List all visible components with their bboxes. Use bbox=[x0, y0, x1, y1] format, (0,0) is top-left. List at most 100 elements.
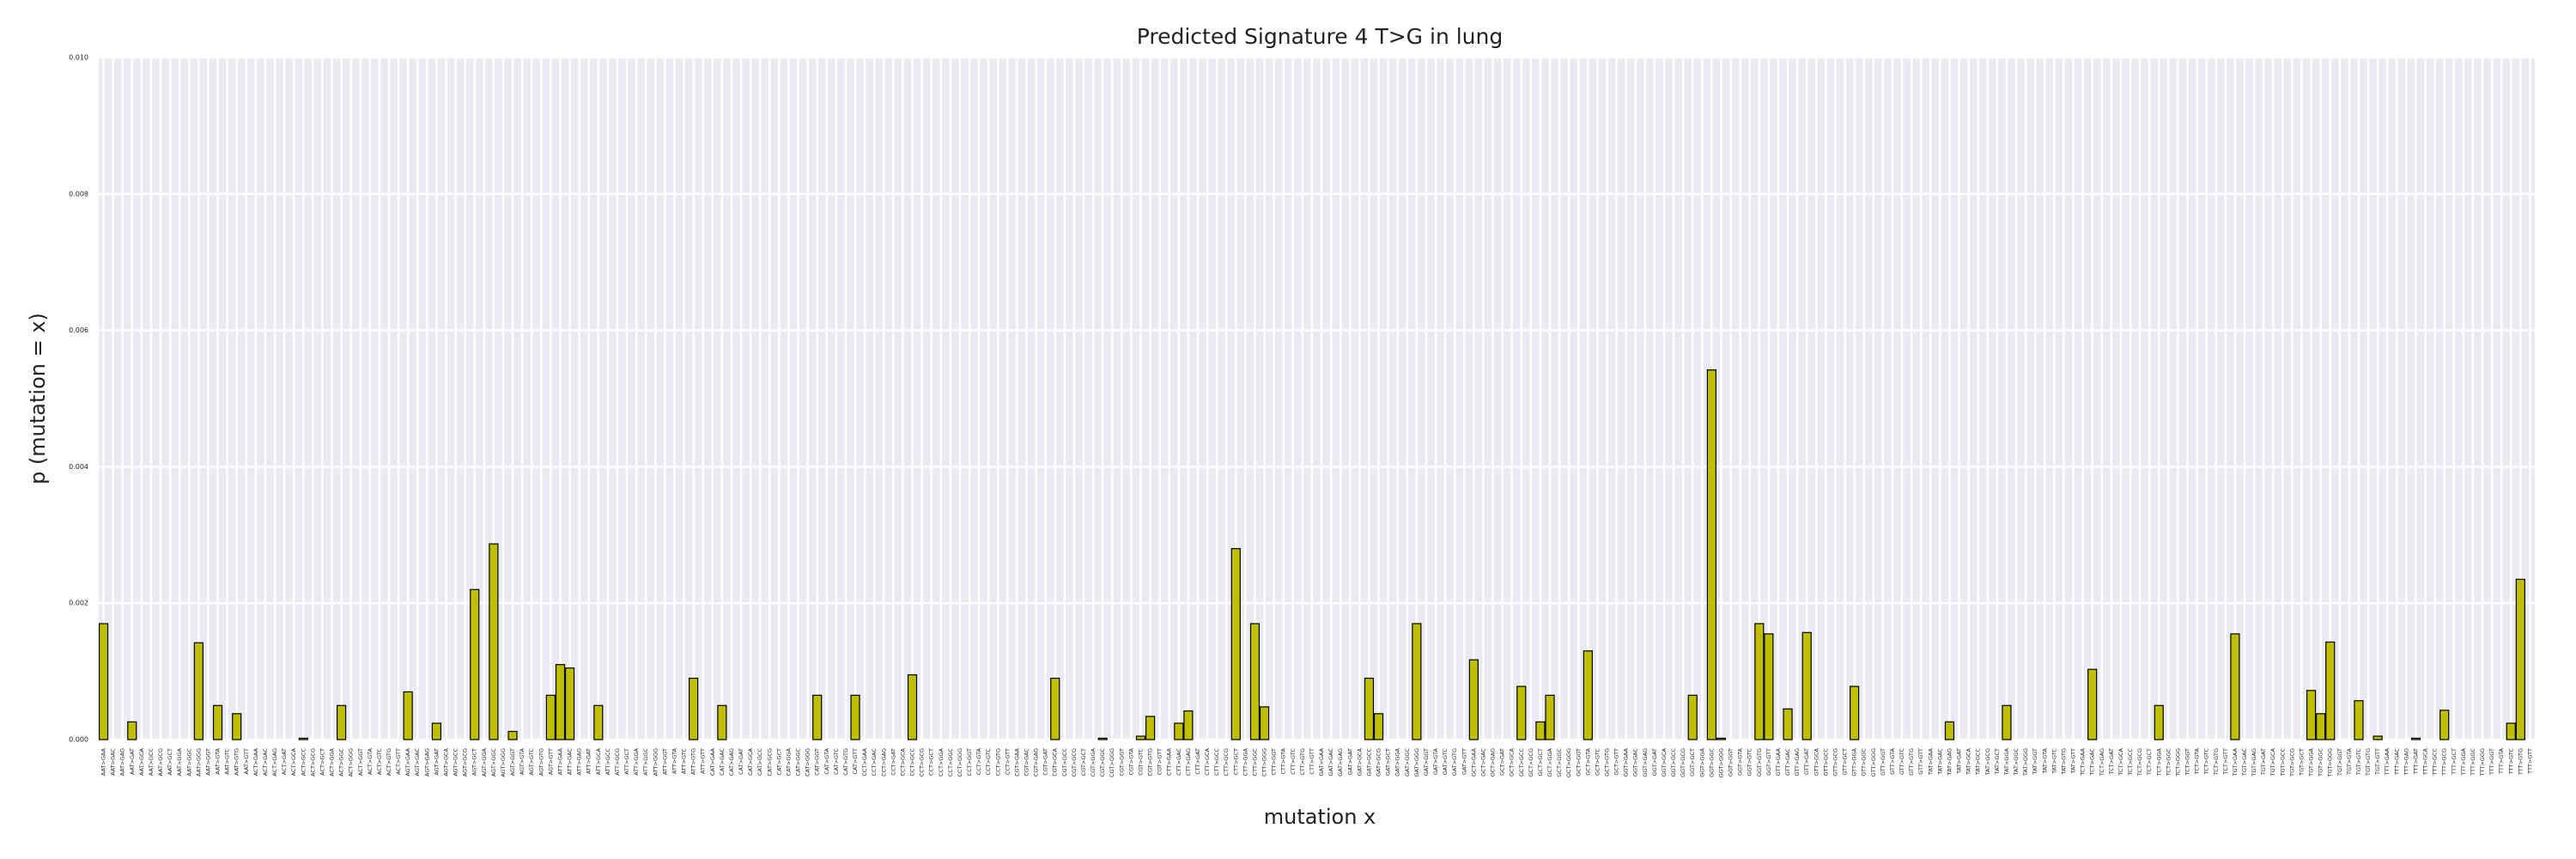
x-tick-label: GCT>GCT bbox=[1537, 748, 1544, 777]
bar bbox=[193, 642, 204, 740]
x-tick-label: TAT>GCC bbox=[1975, 748, 1982, 776]
x-tick-label: TTT>GGT bbox=[2488, 748, 2495, 776]
y-tick-label: 0.000 bbox=[69, 736, 88, 744]
x-tick-label: GAT>GCT bbox=[1385, 748, 1392, 776]
chart-title: Predicted Signature 4 T>G in lung bbox=[1137, 24, 1504, 49]
x-tick-label: ACT>GAC bbox=[262, 748, 269, 777]
x-tick-label: CGT>GCT bbox=[1080, 748, 1087, 776]
x-tick-label: TCT>GAC bbox=[2089, 748, 2096, 777]
bar bbox=[1373, 713, 1384, 740]
x-tick-label: GCT>GGT bbox=[1575, 748, 1582, 777]
x-tick-label: ACT>GGG bbox=[348, 748, 355, 777]
x-tick-label: GTT>GAA bbox=[1775, 747, 1782, 776]
x-tick-label: ATT>GGT bbox=[661, 748, 668, 775]
x-tick-label: GGT>GGG bbox=[1717, 748, 1724, 777]
x-tick-label: GGT>GTC bbox=[1747, 748, 1753, 777]
x-tick-label: GTT>GCG bbox=[1832, 748, 1838, 777]
x-tick-label: ACT>GGA bbox=[329, 747, 336, 776]
bar bbox=[431, 722, 441, 740]
x-tick-label: CCT>GTT bbox=[1004, 748, 1011, 775]
x-tick-label: CCT>GCG bbox=[919, 748, 926, 777]
x-tick-label: TCT>GTG bbox=[2213, 748, 2220, 776]
bar bbox=[1230, 548, 1241, 740]
x-tick-label: GGT>GCC bbox=[1670, 748, 1677, 777]
bar bbox=[1801, 631, 1812, 740]
x-tick-label: ATT>GAG bbox=[576, 748, 583, 776]
x-tick-label: GAT>GGA bbox=[1394, 747, 1401, 776]
x-tick-label: AAT>GGT bbox=[204, 748, 211, 776]
x-tick-label: AAT>GAG bbox=[119, 748, 126, 776]
x-tick-label: CGT>GTA bbox=[1127, 747, 1134, 775]
bar bbox=[1183, 710, 1194, 740]
x-tick-label: CCT>GGA bbox=[938, 747, 945, 777]
x-tick-label: TCT>GAA bbox=[2080, 747, 2087, 776]
x-tick-label: ATT>GTG bbox=[690, 748, 697, 775]
x-tick-label: ACT>GTA bbox=[367, 747, 374, 775]
x-tick-label: GAT>GGT bbox=[1423, 748, 1430, 776]
x-tick-label: ATT>GCG bbox=[614, 748, 621, 776]
x-tick-label: AAT>GCT bbox=[167, 748, 173, 776]
x-tick-label: CAT>GCT bbox=[775, 748, 782, 775]
x-tick-label: GGT>GTT bbox=[1765, 748, 1772, 776]
x-tick-label: CTT>GCT bbox=[1232, 748, 1239, 775]
x-tick-label: TAT>GTT bbox=[2070, 748, 2077, 774]
x-tick-label: GGT>GGA bbox=[1698, 747, 1705, 777]
bar bbox=[1783, 708, 1793, 740]
x-tick-label: AAT>GAA bbox=[100, 747, 107, 776]
x-tick-label: TTT>GCA bbox=[2422, 747, 2429, 776]
x-tick-label: GCT>GCA bbox=[1509, 747, 1516, 777]
x-tick-label: TAT>GAC bbox=[1936, 748, 1943, 776]
x-tick-label: ACT>GGC bbox=[338, 748, 345, 777]
y-tick-label: 0.008 bbox=[69, 190, 88, 198]
x-tick-label: CCT>GGG bbox=[957, 748, 963, 777]
x-tick-label: TGT>GGC bbox=[2318, 748, 2324, 777]
bar bbox=[2230, 633, 2240, 740]
y-tick-label: 0.002 bbox=[69, 600, 88, 607]
x-tick-label: ACT>GAG bbox=[271, 748, 278, 777]
x-tick-label: CCT>GTG bbox=[994, 748, 1001, 776]
x-tick-label: GAT>GGC bbox=[1404, 748, 1411, 777]
bar bbox=[1050, 677, 1060, 740]
x-tick-label: GAT>GGG bbox=[1413, 748, 1420, 777]
x-tick-label: AAT>GTC bbox=[224, 748, 231, 775]
bar bbox=[1145, 716, 1156, 740]
x-tick-label: GCT>GGG bbox=[1565, 748, 1572, 777]
x-tick-label: CAT>GGT bbox=[814, 748, 821, 776]
x-tick-label: GGT>GGT bbox=[1728, 748, 1735, 777]
x-tick-label: CAT>GCG bbox=[766, 748, 773, 777]
x-tick-label: GCT>GAG bbox=[1490, 748, 1497, 777]
x-tick-label: CTT>GAT bbox=[1194, 748, 1201, 775]
bar bbox=[1850, 685, 1860, 740]
bar bbox=[593, 704, 604, 740]
x-tick-label: TAT>GCT bbox=[1994, 748, 2001, 775]
x-tick-label: CCT>GAC bbox=[871, 748, 878, 777]
bar bbox=[470, 588, 480, 740]
bar bbox=[689, 677, 699, 740]
x-tick-label: CCT>GCA bbox=[899, 747, 906, 776]
x-tick-label: TTT>GTT bbox=[2526, 748, 2533, 775]
x-tick-label: CTT>GTA bbox=[1280, 747, 1287, 774]
x-tick-label: GAT>GAT bbox=[1346, 748, 1353, 775]
x-tick-label: CTT>GGC bbox=[1251, 748, 1258, 777]
x-tick-label: GCT>GTT bbox=[1613, 748, 1620, 776]
x-tick-label: GTT>GAC bbox=[1784, 748, 1791, 776]
x-tick-label: CAT>GAG bbox=[728, 748, 735, 776]
x-tick-label: GTT>GTA bbox=[1889, 747, 1896, 774]
x-axis-label: mutation x bbox=[1264, 805, 1376, 829]
x-tick-label: CGT>GAT bbox=[1042, 748, 1049, 776]
bar bbox=[2316, 713, 2326, 740]
x-tick-label: TGT>GAG bbox=[2251, 748, 2257, 777]
bar bbox=[1412, 623, 1422, 740]
x-tick-label: ATT>GTC bbox=[681, 748, 688, 775]
x-tick-label: CAT>GAC bbox=[719, 748, 726, 776]
x-tick-label: GCT>GTA bbox=[1584, 747, 1591, 775]
bar bbox=[850, 694, 860, 740]
bar bbox=[232, 713, 242, 740]
x-tick-label: CCT>GAG bbox=[880, 748, 887, 777]
x-tick-label: AGT>GGA bbox=[481, 747, 488, 777]
x-tick-label: GTT>GGT bbox=[1880, 748, 1886, 776]
bar bbox=[1097, 737, 1108, 740]
x-tick-label: ATT>GAA bbox=[556, 747, 563, 775]
x-tick-label: ACT>GCC bbox=[300, 748, 307, 777]
